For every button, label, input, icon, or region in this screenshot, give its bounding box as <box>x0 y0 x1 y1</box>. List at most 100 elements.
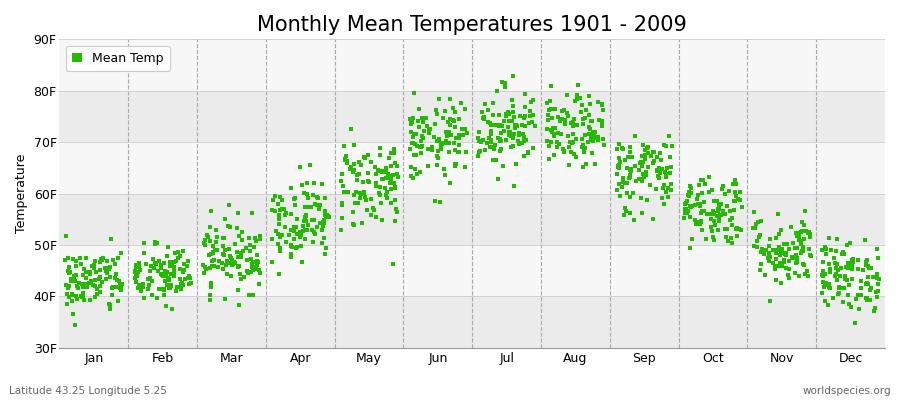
Point <box>94 256 108 262</box>
Point <box>425 144 439 151</box>
Point <box>498 80 512 86</box>
Point <box>714 201 728 208</box>
Point <box>382 155 396 162</box>
Point <box>579 160 593 167</box>
Legend: Mean Temp: Mean Temp <box>66 46 170 71</box>
Point <box>438 137 453 144</box>
Point <box>83 269 97 275</box>
Point <box>86 282 101 288</box>
Point <box>834 251 849 258</box>
Point <box>437 171 452 178</box>
Point <box>545 129 560 135</box>
Point <box>215 266 230 272</box>
Point <box>779 252 794 258</box>
Point <box>444 132 458 138</box>
Point <box>484 139 499 146</box>
Point <box>830 260 844 267</box>
Point <box>443 116 457 122</box>
Point <box>551 130 565 136</box>
Point <box>430 153 445 159</box>
Point <box>691 182 706 189</box>
Point <box>384 185 399 192</box>
Point <box>827 273 842 279</box>
Point <box>300 190 314 197</box>
Point <box>452 142 466 148</box>
Point <box>318 209 332 215</box>
Point <box>653 156 668 163</box>
Point <box>335 171 349 177</box>
Point <box>582 92 597 99</box>
Point <box>99 275 113 282</box>
Point <box>575 142 590 148</box>
Point <box>659 143 673 149</box>
Point <box>791 233 806 239</box>
Point <box>728 193 742 200</box>
Point <box>782 266 796 272</box>
Point <box>500 136 514 143</box>
Point <box>388 196 402 203</box>
Point <box>724 234 738 241</box>
Point <box>157 291 171 298</box>
Point <box>74 261 88 267</box>
Point <box>708 222 723 228</box>
Point <box>517 153 531 160</box>
Point <box>128 267 142 274</box>
Point <box>786 255 800 261</box>
Point <box>843 240 858 246</box>
Point <box>691 201 706 207</box>
Point <box>76 296 91 303</box>
Point <box>842 264 856 270</box>
Point <box>661 185 675 191</box>
Point <box>778 249 793 256</box>
Point <box>434 143 448 149</box>
Point <box>287 194 302 201</box>
Point <box>868 305 882 311</box>
Point <box>248 243 262 250</box>
Point <box>565 118 580 125</box>
Point <box>526 145 540 151</box>
Point <box>772 260 787 267</box>
Point <box>403 120 418 126</box>
Point <box>763 298 778 304</box>
Point <box>583 137 598 143</box>
Point <box>713 212 727 218</box>
Point <box>576 116 590 122</box>
Point <box>836 249 850 255</box>
Point <box>221 260 236 266</box>
Point <box>819 246 833 252</box>
Point <box>317 220 331 226</box>
Point <box>321 212 336 219</box>
Point <box>246 258 260 265</box>
Point <box>504 118 518 124</box>
Point <box>61 270 76 276</box>
Point <box>569 154 583 161</box>
Point <box>92 276 106 282</box>
Point <box>652 175 666 182</box>
Point <box>627 217 642 223</box>
Point <box>472 138 486 144</box>
Point <box>130 284 145 291</box>
Point <box>250 262 265 268</box>
Point <box>89 269 104 276</box>
Point <box>549 144 563 150</box>
Point <box>504 144 518 150</box>
Point <box>149 240 164 246</box>
Point <box>76 290 90 296</box>
Point <box>777 257 791 263</box>
Point <box>166 259 181 265</box>
Point <box>357 188 372 195</box>
Point <box>452 149 466 155</box>
Point <box>69 293 84 299</box>
Point <box>273 207 287 213</box>
Point <box>418 115 433 122</box>
Point <box>130 270 144 276</box>
Point <box>501 128 516 135</box>
Point <box>710 212 724 219</box>
Point <box>317 217 331 223</box>
Point <box>358 194 373 200</box>
Point <box>841 292 855 298</box>
Point <box>834 284 849 291</box>
Point <box>753 249 768 256</box>
Point <box>548 125 562 131</box>
Point <box>730 224 744 231</box>
